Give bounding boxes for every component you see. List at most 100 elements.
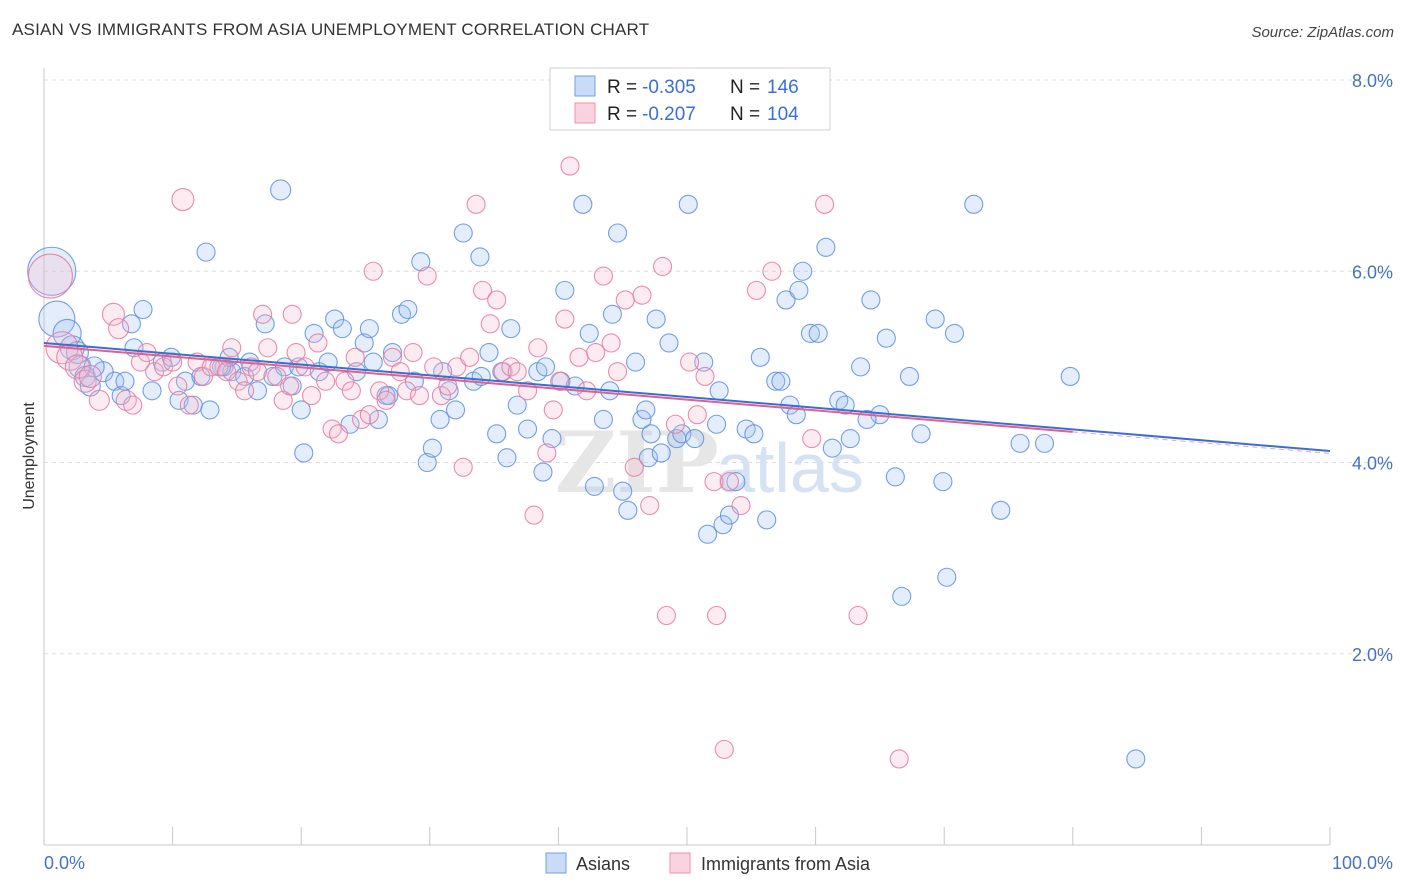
immigrants-point xyxy=(665,414,685,434)
asians-point xyxy=(487,424,507,444)
immigrants-point xyxy=(253,304,273,324)
asians-point xyxy=(698,524,718,544)
immigrants-point xyxy=(27,253,73,299)
asians-point xyxy=(602,304,622,324)
legend-box xyxy=(549,67,831,131)
immigrants-point xyxy=(222,338,242,358)
asians-point xyxy=(789,280,809,300)
immigrants-point xyxy=(409,386,430,406)
immigrants-point xyxy=(714,739,734,759)
asians-point xyxy=(911,424,931,444)
immigrants-point xyxy=(123,395,143,415)
immigrants-point xyxy=(280,376,300,396)
immigrants-point xyxy=(145,362,165,382)
immigrants-point xyxy=(64,354,90,380)
immigrants-point xyxy=(593,266,613,286)
asians-point xyxy=(115,371,135,391)
asians-point xyxy=(579,323,599,343)
x-tick-label-min: 0.0% xyxy=(44,853,85,873)
asians-point xyxy=(713,515,733,535)
asians-point xyxy=(196,242,216,262)
asians-point xyxy=(542,429,562,449)
immigrants-point xyxy=(179,395,199,415)
chart-title: ASIAN VS IMMIGRANTS FROM ASIA UNEMPLOYME… xyxy=(12,20,650,39)
bottom-legend-swatch-immigrants xyxy=(669,852,691,874)
asians-point xyxy=(793,261,813,281)
bottom-legend-label-immigrants: Immigrants from Asia xyxy=(701,854,871,874)
immigrants-point xyxy=(731,495,751,516)
y-tick-label: 6.0% xyxy=(1352,262,1393,282)
asians-point xyxy=(1060,366,1080,386)
immigrants-point xyxy=(286,342,306,363)
immigrants-point xyxy=(719,472,739,492)
asians-point xyxy=(876,328,896,348)
y-tick-label: 8.0% xyxy=(1352,71,1393,91)
series-immigrants-from-asia xyxy=(27,156,909,769)
axes xyxy=(43,68,1331,846)
y-tick-label: 2.0% xyxy=(1352,645,1393,665)
y-tick-labels: 2.0% 4.0% 6.0% 8.0% xyxy=(1352,71,1393,665)
asians-point xyxy=(925,309,945,329)
immigrants-point xyxy=(335,371,355,391)
immigrants-point xyxy=(235,381,255,401)
asians-point xyxy=(944,323,965,343)
immigrants-point xyxy=(466,194,486,214)
immigrants-point xyxy=(528,338,548,358)
immigrants-point xyxy=(417,266,437,286)
immigrants-point xyxy=(555,309,575,329)
asians-point xyxy=(937,567,957,587)
legend-n-value-immigrants: 104 xyxy=(767,104,799,125)
asians-point xyxy=(417,452,437,473)
asians-point xyxy=(497,448,517,468)
asians-point xyxy=(445,400,466,420)
asians-point xyxy=(822,438,842,458)
asians-point xyxy=(885,467,905,487)
asians-point xyxy=(359,319,379,339)
immigrants-point xyxy=(376,390,396,410)
legend-swatch-asians xyxy=(574,75,596,97)
immigrants-point xyxy=(101,302,125,326)
y-tick-label: 4.0% xyxy=(1352,454,1393,474)
immigrants-point xyxy=(707,605,727,626)
asians-point xyxy=(169,390,189,410)
immigrants-point xyxy=(397,381,417,401)
immigrants-point xyxy=(341,381,361,401)
legend-r-label-immigrants: R = xyxy=(607,104,637,125)
asians-point xyxy=(453,223,473,243)
asians-point xyxy=(613,481,633,501)
asians-point xyxy=(382,342,403,363)
asians-point xyxy=(573,194,593,214)
asians-point xyxy=(892,586,912,606)
legend-r-label-asians: R = xyxy=(607,77,637,98)
asians-point xyxy=(800,323,821,343)
asians-point xyxy=(659,333,679,353)
immigrants-point xyxy=(431,386,451,406)
immigrants-point xyxy=(687,405,707,425)
asians-point xyxy=(27,246,77,296)
trend-line-immigrants-extension xyxy=(1072,431,1331,454)
immigrants-point xyxy=(815,194,835,214)
asians-point xyxy=(808,323,828,343)
immigrants-point xyxy=(569,347,589,367)
bottom-legend-label-asians: Asians xyxy=(576,854,630,874)
asians-point xyxy=(133,299,153,320)
immigrants-point xyxy=(560,156,580,176)
immigrants-point xyxy=(370,381,390,401)
immigrants-point xyxy=(746,280,766,300)
asians-point xyxy=(632,409,652,430)
asians-point xyxy=(411,252,431,272)
asians-point xyxy=(121,314,141,334)
asians-point xyxy=(744,424,764,444)
immigrants-point xyxy=(88,389,110,411)
immigrants-point xyxy=(460,347,480,367)
asians-point xyxy=(726,472,746,492)
asians-point xyxy=(618,500,638,520)
asians-point xyxy=(325,309,345,329)
asians-point xyxy=(771,371,791,391)
asians-point xyxy=(651,443,671,463)
asians-point xyxy=(672,424,692,444)
immigrants-point xyxy=(108,318,130,340)
legend-r-value-immigrants: -0.207 xyxy=(642,104,696,125)
immigrants-point xyxy=(695,366,715,386)
